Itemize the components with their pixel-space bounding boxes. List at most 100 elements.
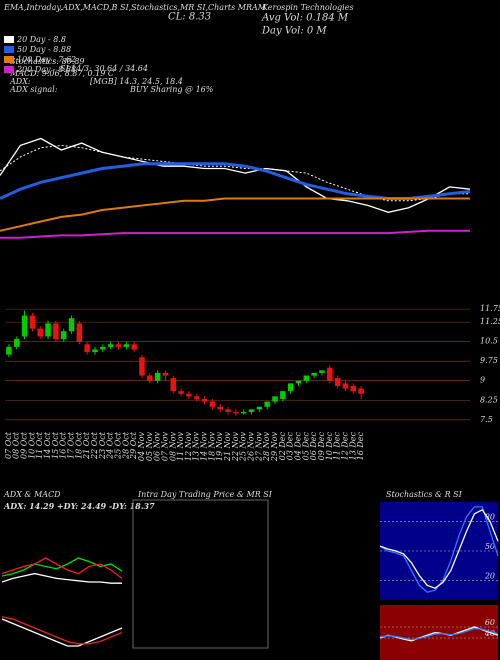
x-tick-label: 18 Nov xyxy=(207,432,216,462)
x-tick-label: 06 Dec xyxy=(309,431,318,460)
series-line xyxy=(379,508,499,589)
y-tick-label: 8.25 xyxy=(480,395,498,404)
y-tick-label: 11.75 xyxy=(480,304,500,313)
series-line xyxy=(1,618,123,647)
x-tick-label: 25 Oct xyxy=(113,431,122,460)
company: Kerospin Technologies xyxy=(261,3,354,12)
candle-body xyxy=(68,318,75,332)
x-tick-label: 16 Oct xyxy=(59,431,68,459)
candle-body xyxy=(60,331,67,340)
candle-body xyxy=(280,391,286,399)
y-tick-label: 50 xyxy=(485,542,495,551)
candle-body xyxy=(170,378,176,392)
x-tick-label: 21 Nov xyxy=(223,432,232,463)
candle-body xyxy=(6,346,12,355)
x-tick-label: 07 Oct xyxy=(4,431,13,459)
x-tick-label: 04 Dec xyxy=(293,431,302,460)
candle-body xyxy=(37,328,43,337)
x-tick-label: 29 Nov xyxy=(270,432,279,463)
series-line xyxy=(0,197,470,232)
y-tick-label: 80 xyxy=(485,513,495,522)
candle-body xyxy=(107,344,114,347)
x-tick-label: 22 Nov xyxy=(231,432,240,463)
candle-body xyxy=(162,372,169,376)
candle-body xyxy=(311,372,317,376)
candle-body xyxy=(100,346,106,350)
series-line xyxy=(1,572,122,584)
y-tick-label: 9 xyxy=(480,376,485,385)
legend-swatch xyxy=(4,66,14,73)
candle-body xyxy=(327,367,333,381)
x-tick-label: 11 Nov xyxy=(176,432,185,462)
y-tick-label: 9.75 xyxy=(480,356,498,365)
x-tick-label: 10 Dec xyxy=(325,431,334,460)
candle-body xyxy=(139,357,145,376)
y-tick-label: 40 xyxy=(484,629,495,638)
legend-label: 100 Day - 7.62 xyxy=(17,55,76,64)
candle-body xyxy=(225,409,231,412)
x-tick-label: 28 Oct xyxy=(121,431,130,460)
panel-title: Intra Day Trading Price & MR SI xyxy=(137,490,273,499)
stochastics: Stochastics: 80.89 xyxy=(10,57,85,66)
panel-border xyxy=(132,499,269,649)
x-tick-label: 07 Nov xyxy=(160,432,169,462)
candle-body xyxy=(115,344,122,347)
x-tick-label: 26 Nov xyxy=(247,432,256,463)
adx-label: ADX: xyxy=(9,77,31,86)
candle-body xyxy=(240,411,247,414)
candle-body xyxy=(92,349,98,353)
series-line xyxy=(0,162,471,200)
candle-body xyxy=(264,401,270,407)
candle-body xyxy=(29,315,36,329)
x-tick-label: 06 Nov xyxy=(153,432,162,462)
x-tick-label: 08 Nov xyxy=(168,432,177,462)
x-tick-label: 05 Dec xyxy=(301,431,310,460)
adx-signal: BUY Sharing @ 16% xyxy=(129,85,214,94)
candle-body xyxy=(14,339,20,347)
candle-body xyxy=(272,396,278,402)
candle-body xyxy=(45,323,51,337)
series-line xyxy=(1,616,123,645)
x-tick-label: 12 Nov xyxy=(184,432,193,462)
candle-body xyxy=(295,380,302,384)
candle-body xyxy=(303,375,310,381)
candle-body xyxy=(147,375,153,381)
x-tick-label: 11 Oct xyxy=(35,431,44,459)
x-tick-label: 14 Nov xyxy=(200,432,209,462)
candle-body xyxy=(21,315,28,337)
series-line xyxy=(1,557,123,579)
x-tick-label: 29 Oct xyxy=(129,431,138,460)
candle-body xyxy=(342,383,349,389)
candle-body xyxy=(123,344,130,347)
series-line xyxy=(0,137,471,213)
y-tick-label: 60 xyxy=(485,618,495,627)
panel-title: Stochastics & R SI xyxy=(386,490,463,499)
x-tick-label: 10 Oct xyxy=(27,431,36,459)
candle-body xyxy=(233,411,239,414)
candle-body xyxy=(358,388,364,394)
x-tick-label: 22 Oct xyxy=(90,431,99,460)
y-tick-label: 7.5 xyxy=(480,415,493,424)
candle-body xyxy=(131,344,137,350)
panel-title: ADX & MACD xyxy=(3,490,61,499)
x-tick-label: 08 Oct xyxy=(12,431,21,459)
candle-body xyxy=(319,370,325,373)
candle-body xyxy=(217,406,223,410)
candle-body xyxy=(287,383,294,392)
si: SI 14/3: 30.64 / 34.64 xyxy=(60,64,148,73)
candle-body xyxy=(201,398,208,402)
close: CL: 8.33 xyxy=(168,12,211,23)
x-tick-label: 02 Dec xyxy=(278,431,287,460)
candle-body xyxy=(248,409,255,412)
legend-swatch xyxy=(4,56,14,63)
x-tick-label: 19 Nov xyxy=(215,432,224,462)
x-tick-label: 13 Dec xyxy=(348,431,357,460)
legend-swatch xyxy=(4,46,14,53)
x-tick-label: 25 Nov xyxy=(239,432,248,463)
legend-label: 200 Day - 8.88 xyxy=(16,65,76,74)
x-tick-label: 17 Oct xyxy=(67,431,76,459)
series-line xyxy=(379,627,499,641)
x-tick-label: 23 Oct xyxy=(98,431,107,460)
candle-body xyxy=(334,378,341,386)
